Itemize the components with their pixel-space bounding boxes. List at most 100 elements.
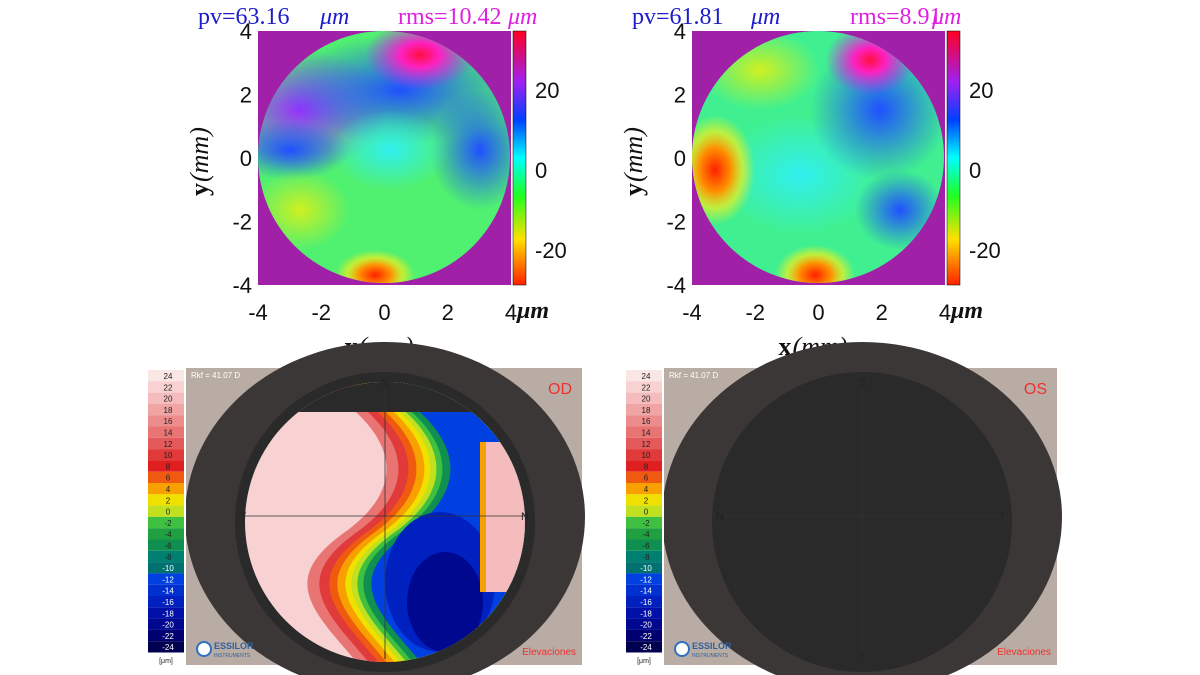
scale-swatch — [626, 494, 662, 506]
brand-logo — [674, 641, 690, 657]
topography-map: S T N I Rkf = 41.07 D OD Elevaciones ESSILOR INS… — [146, 342, 585, 675]
scale-swatch — [626, 539, 662, 551]
y-axis-label: y — [619, 183, 648, 196]
heatmap — [692, 30, 961, 286]
scale-swatch — [148, 607, 184, 619]
y-axis-unit: (mm) — [619, 127, 648, 182]
scale-swatch — [148, 381, 184, 393]
scale-label: -8 — [642, 553, 650, 562]
scale-swatch — [626, 471, 662, 483]
rms-unit: μm — [931, 4, 961, 30]
scale-label: 6 — [644, 474, 649, 483]
band — [1179, 362, 1200, 675]
axis-top-label: S — [858, 377, 865, 389]
axis-bottom-label: I — [860, 650, 863, 662]
x-tick-label: 4 — [505, 300, 517, 325]
x-tick-label: 0 — [812, 300, 824, 325]
scale-swatch — [148, 403, 184, 416]
scale-swatch — [626, 483, 662, 495]
scale-swatch — [626, 392, 662, 404]
scale-swatch — [626, 607, 662, 619]
scale-label: -4 — [164, 530, 172, 539]
scale-swatch — [148, 618, 184, 630]
elevation-layer — [1179, 362, 1200, 675]
scale-label: -10 — [640, 564, 652, 573]
scale-label: 16 — [642, 417, 651, 426]
y-axis-label: y — [185, 183, 214, 196]
scale-label: -10 — [162, 564, 174, 573]
scale-label: 8 — [166, 462, 171, 471]
scale-label: 24 — [642, 372, 651, 381]
scale-label: 24 — [164, 372, 173, 381]
scale-swatch — [626, 629, 662, 642]
heatmap — [258, 30, 527, 286]
rms-label: rms=10.42 — [398, 4, 502, 30]
scale-label: -2 — [642, 519, 650, 528]
scale-unit: [μm] — [159, 658, 173, 665]
scale-label: -22 — [162, 632, 174, 641]
scale-swatch — [148, 415, 184, 427]
x-tick-label: -4 — [682, 300, 702, 325]
scale-swatch — [626, 449, 662, 461]
pv-unit: μm — [750, 4, 780, 30]
power-label: Rkf = 41.07 D — [669, 371, 718, 380]
map-type-label: Elevaciones — [522, 647, 576, 658]
scale-swatch — [148, 629, 184, 642]
band — [1179, 362, 1200, 675]
scale-label: 0 — [644, 508, 649, 517]
scale-swatch — [148, 596, 184, 608]
scale-label: -24 — [162, 643, 174, 652]
scale-swatch — [626, 562, 662, 574]
scale-label: -14 — [162, 587, 174, 596]
scale-label: 18 — [164, 406, 173, 415]
band — [1179, 362, 1200, 675]
brand-sub: INSTRUMENTS — [214, 653, 251, 659]
scale-label: -20 — [162, 621, 174, 630]
axis-right-label: N — [521, 511, 529, 523]
y-tick-label: 2 — [240, 83, 252, 108]
band — [1179, 362, 1200, 675]
x-tick-label: -2 — [311, 300, 331, 325]
colorbar-tick-label: -20 — [535, 238, 567, 263]
scale-swatch — [148, 392, 184, 404]
scale-swatch — [148, 562, 184, 574]
y-tick-label: 0 — [674, 146, 686, 171]
band — [480, 442, 486, 592]
x-axis-label: x — [779, 332, 792, 361]
elevation-bands — [1179, 362, 1200, 675]
scale-swatch — [626, 550, 662, 563]
eye-label: OS — [1024, 381, 1047, 398]
colorbar-tick-label: -20 — [969, 238, 1001, 263]
band — [1189, 372, 1200, 672]
scale-swatch — [626, 505, 662, 517]
colorbar-tick-label: 0 — [535, 158, 547, 183]
scale-label: 22 — [642, 383, 651, 392]
band — [1184, 442, 1200, 592]
scale-label: -22 — [640, 632, 652, 641]
band — [407, 552, 483, 652]
scale-label: -12 — [640, 575, 652, 584]
band — [1179, 362, 1200, 675]
scale-label: 0 — [166, 508, 171, 517]
scale-label: -18 — [162, 609, 174, 618]
scale-label: 22 — [164, 383, 173, 392]
y-axis-label-group: y(mm) — [619, 127, 648, 196]
scale-swatch — [148, 460, 184, 472]
scale-label: 14 — [642, 429, 651, 438]
scale-label: -4 — [642, 530, 650, 539]
scale-swatch — [626, 516, 662, 529]
colorbar-unit: μm — [515, 298, 549, 324]
pv-unit: μm — [319, 4, 349, 30]
axis-bottom-label: I — [383, 650, 386, 662]
scale-label: -16 — [162, 598, 174, 607]
scale-label: -24 — [640, 643, 652, 652]
colorbar-unit: μm — [949, 298, 983, 324]
scale-label: 10 — [642, 451, 651, 460]
scale-swatch — [148, 505, 184, 517]
brand-name: ESSILOR — [214, 641, 254, 651]
topography-map: S N T I Rkf = 41.07 D OS Elevaciones ESSILOR INS… — [624, 342, 1200, 675]
y-tick-label: -2 — [666, 210, 686, 235]
band — [1179, 362, 1200, 675]
scale-swatch — [626, 618, 662, 630]
